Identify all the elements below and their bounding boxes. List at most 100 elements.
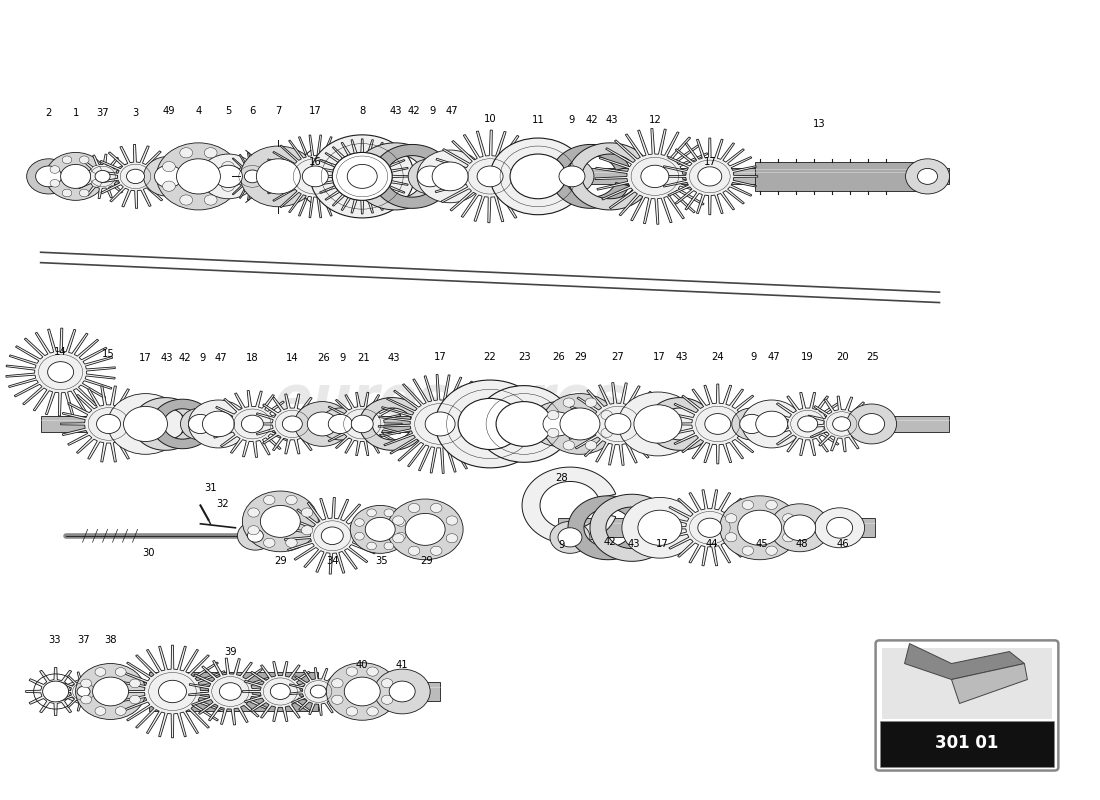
- Circle shape: [563, 398, 574, 407]
- Polygon shape: [285, 498, 381, 574]
- Circle shape: [833, 417, 850, 431]
- Circle shape: [783, 515, 816, 541]
- Text: 42: 42: [408, 106, 420, 116]
- FancyBboxPatch shape: [876, 640, 1058, 770]
- Text: 48: 48: [795, 538, 807, 549]
- Text: 43: 43: [606, 115, 618, 126]
- Circle shape: [79, 189, 89, 197]
- Circle shape: [354, 533, 364, 540]
- Circle shape: [756, 411, 788, 437]
- Text: 42: 42: [604, 537, 616, 547]
- Circle shape: [295, 402, 350, 446]
- Circle shape: [542, 394, 618, 454]
- Polygon shape: [254, 394, 330, 454]
- Circle shape: [382, 695, 393, 704]
- Circle shape: [365, 518, 395, 542]
- Polygon shape: [668, 384, 768, 464]
- Text: 26: 26: [317, 354, 330, 363]
- Circle shape: [43, 681, 68, 702]
- Circle shape: [221, 162, 234, 172]
- Circle shape: [91, 179, 101, 187]
- Circle shape: [458, 398, 522, 450]
- Text: 15: 15: [102, 349, 114, 358]
- Text: 9: 9: [199, 354, 206, 363]
- Polygon shape: [372, 145, 450, 208]
- Polygon shape: [75, 154, 131, 198]
- Circle shape: [143, 157, 194, 196]
- Circle shape: [815, 508, 865, 548]
- Bar: [881, 647, 1053, 719]
- Circle shape: [621, 498, 697, 558]
- Circle shape: [405, 514, 446, 546]
- Circle shape: [91, 166, 101, 174]
- Circle shape: [638, 510, 682, 546]
- Polygon shape: [6, 328, 115, 416]
- Text: 25: 25: [866, 352, 879, 362]
- Circle shape: [905, 159, 949, 194]
- Text: 19: 19: [801, 352, 814, 362]
- Circle shape: [560, 408, 600, 440]
- Polygon shape: [152, 399, 212, 449]
- Circle shape: [563, 441, 574, 450]
- Circle shape: [447, 534, 458, 543]
- Circle shape: [188, 400, 249, 448]
- Polygon shape: [322, 392, 403, 456]
- Text: 8: 8: [359, 106, 365, 116]
- Circle shape: [742, 546, 754, 555]
- Text: 43: 43: [161, 354, 173, 363]
- Circle shape: [332, 153, 393, 200]
- Text: 40: 40: [356, 660, 369, 670]
- Text: 42: 42: [585, 115, 598, 126]
- Circle shape: [158, 680, 187, 702]
- Circle shape: [430, 546, 442, 555]
- Text: 9: 9: [750, 352, 757, 362]
- Circle shape: [351, 415, 373, 433]
- Text: 22: 22: [484, 352, 496, 362]
- Circle shape: [80, 695, 91, 704]
- Circle shape: [396, 518, 406, 526]
- Circle shape: [408, 546, 420, 555]
- Circle shape: [123, 406, 167, 442]
- Circle shape: [382, 678, 393, 688]
- Circle shape: [79, 156, 89, 164]
- Circle shape: [827, 518, 853, 538]
- Circle shape: [63, 189, 72, 197]
- Text: 43: 43: [388, 354, 400, 363]
- Circle shape: [491, 138, 586, 214]
- Text: 43: 43: [675, 352, 689, 362]
- Circle shape: [307, 412, 338, 436]
- Polygon shape: [188, 658, 272, 725]
- Text: 9: 9: [339, 354, 345, 363]
- Circle shape: [310, 135, 415, 218]
- Polygon shape: [58, 672, 109, 711]
- Text: 9: 9: [569, 115, 575, 126]
- Circle shape: [782, 514, 794, 523]
- Circle shape: [393, 534, 404, 543]
- Polygon shape: [288, 667, 349, 715]
- Text: 301 01: 301 01: [935, 734, 999, 753]
- Circle shape: [271, 683, 290, 699]
- Circle shape: [248, 530, 263, 542]
- Bar: [41, 169, 949, 184]
- Circle shape: [205, 195, 217, 205]
- Circle shape: [738, 510, 782, 546]
- Circle shape: [244, 170, 261, 182]
- Circle shape: [331, 678, 343, 688]
- Polygon shape: [222, 153, 283, 200]
- Circle shape: [331, 695, 343, 704]
- Text: 39: 39: [224, 646, 236, 657]
- Circle shape: [116, 706, 127, 715]
- Text: 31: 31: [205, 483, 217, 493]
- Circle shape: [374, 669, 430, 714]
- Text: 13: 13: [813, 119, 826, 130]
- Text: 28: 28: [556, 474, 569, 483]
- Circle shape: [310, 685, 327, 698]
- Circle shape: [740, 414, 763, 434]
- Circle shape: [188, 414, 212, 434]
- Circle shape: [354, 518, 364, 526]
- Polygon shape: [25, 667, 86, 715]
- Circle shape: [202, 411, 234, 437]
- Circle shape: [366, 707, 378, 716]
- Circle shape: [180, 408, 220, 440]
- Circle shape: [408, 159, 452, 194]
